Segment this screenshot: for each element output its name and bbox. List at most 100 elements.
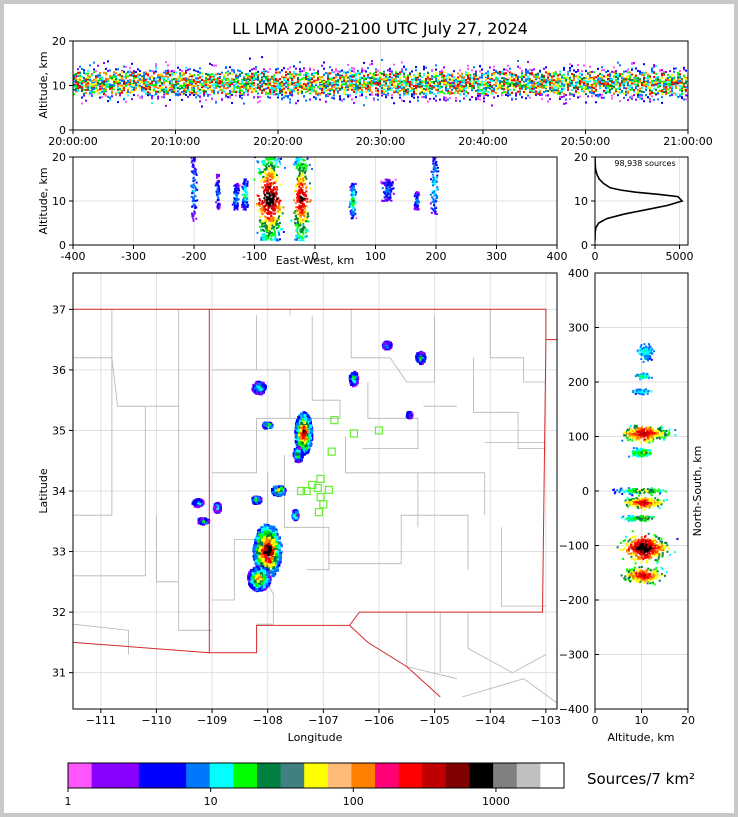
source-point [657, 82, 659, 85]
source-point [255, 90, 257, 93]
source-point [195, 181, 198, 184]
source-point [651, 70, 653, 73]
source-point [105, 86, 107, 89]
source-point [407, 84, 409, 87]
source-point [173, 71, 175, 74]
source-point [161, 84, 163, 87]
source-point [147, 83, 149, 86]
source-point [439, 81, 441, 84]
source-point [401, 88, 403, 91]
source-point [423, 92, 425, 95]
source-point [653, 84, 655, 87]
source-point [497, 80, 499, 83]
source-point [260, 203, 263, 206]
source-point [131, 84, 133, 87]
source-point [375, 71, 377, 74]
source-point [639, 93, 641, 96]
source-point [243, 82, 245, 85]
source-point [583, 81, 585, 84]
source-point [597, 77, 599, 80]
source-point [273, 89, 275, 92]
source-point [163, 76, 165, 79]
source-point [487, 72, 489, 75]
source-point [533, 92, 535, 95]
source-point [385, 90, 387, 93]
source-point [637, 84, 639, 87]
source-point [201, 82, 203, 85]
source-point [151, 81, 153, 84]
source-point [529, 89, 531, 92]
source-point [543, 79, 545, 82]
source-point [551, 86, 553, 89]
source-point [103, 83, 105, 86]
source-point [563, 102, 565, 105]
source-point [269, 167, 272, 170]
source-point [607, 80, 609, 83]
source-point [217, 184, 220, 187]
source-point [521, 78, 523, 81]
source-point [677, 96, 679, 99]
source-point [477, 94, 479, 97]
source-point [99, 96, 101, 99]
source-point [205, 72, 207, 75]
source-point [272, 216, 275, 219]
source-point [93, 61, 95, 64]
source-point [73, 80, 75, 83]
source-point [183, 82, 185, 85]
source-point [217, 84, 219, 87]
source-point [163, 94, 165, 97]
source-point [242, 208, 245, 211]
source-point [629, 74, 631, 77]
source-point [407, 93, 409, 96]
source-point [309, 68, 311, 71]
source-point [599, 83, 601, 86]
source-point [155, 82, 157, 85]
source-point [417, 76, 419, 79]
source-point [89, 64, 91, 67]
source-point [293, 82, 295, 85]
source-point [585, 84, 587, 87]
source-point [647, 75, 649, 78]
source-point [647, 81, 649, 84]
source-point [489, 83, 491, 86]
source-point [377, 69, 379, 72]
source-point [307, 84, 309, 87]
source-point [381, 58, 383, 61]
source-point [571, 93, 573, 96]
source-point [257, 74, 259, 77]
source-point [477, 92, 479, 95]
source-point [121, 79, 123, 82]
source-point [419, 72, 421, 75]
source-point [333, 90, 335, 93]
source-point [601, 82, 603, 85]
lma-figure: LL LMA 2000-2100 UTC July 27, 2024 20:00… [37, 19, 713, 808]
source-point [73, 93, 75, 96]
source-point [283, 76, 285, 79]
source-point [291, 82, 293, 85]
source-point [249, 57, 251, 60]
source-point [289, 93, 291, 96]
source-point [75, 90, 77, 93]
source-point [347, 88, 349, 91]
source-point [465, 84, 467, 87]
source-point [669, 83, 671, 86]
source-point [235, 86, 237, 89]
source-point [143, 90, 145, 93]
source-point [671, 83, 673, 86]
source-point [607, 85, 609, 88]
source-point [571, 79, 573, 82]
source-point [93, 71, 95, 74]
source-point [685, 80, 687, 83]
source-point [281, 89, 283, 92]
source-point [607, 73, 609, 76]
source-point [511, 98, 513, 101]
source-point [569, 69, 571, 72]
source-point [483, 100, 485, 103]
source-point [343, 71, 345, 74]
source-point [667, 92, 669, 95]
source-point [167, 78, 169, 81]
source-point [265, 87, 267, 90]
time-tick-label: 20:10:00 [151, 135, 200, 148]
source-point [209, 75, 211, 78]
source-point [337, 84, 339, 87]
